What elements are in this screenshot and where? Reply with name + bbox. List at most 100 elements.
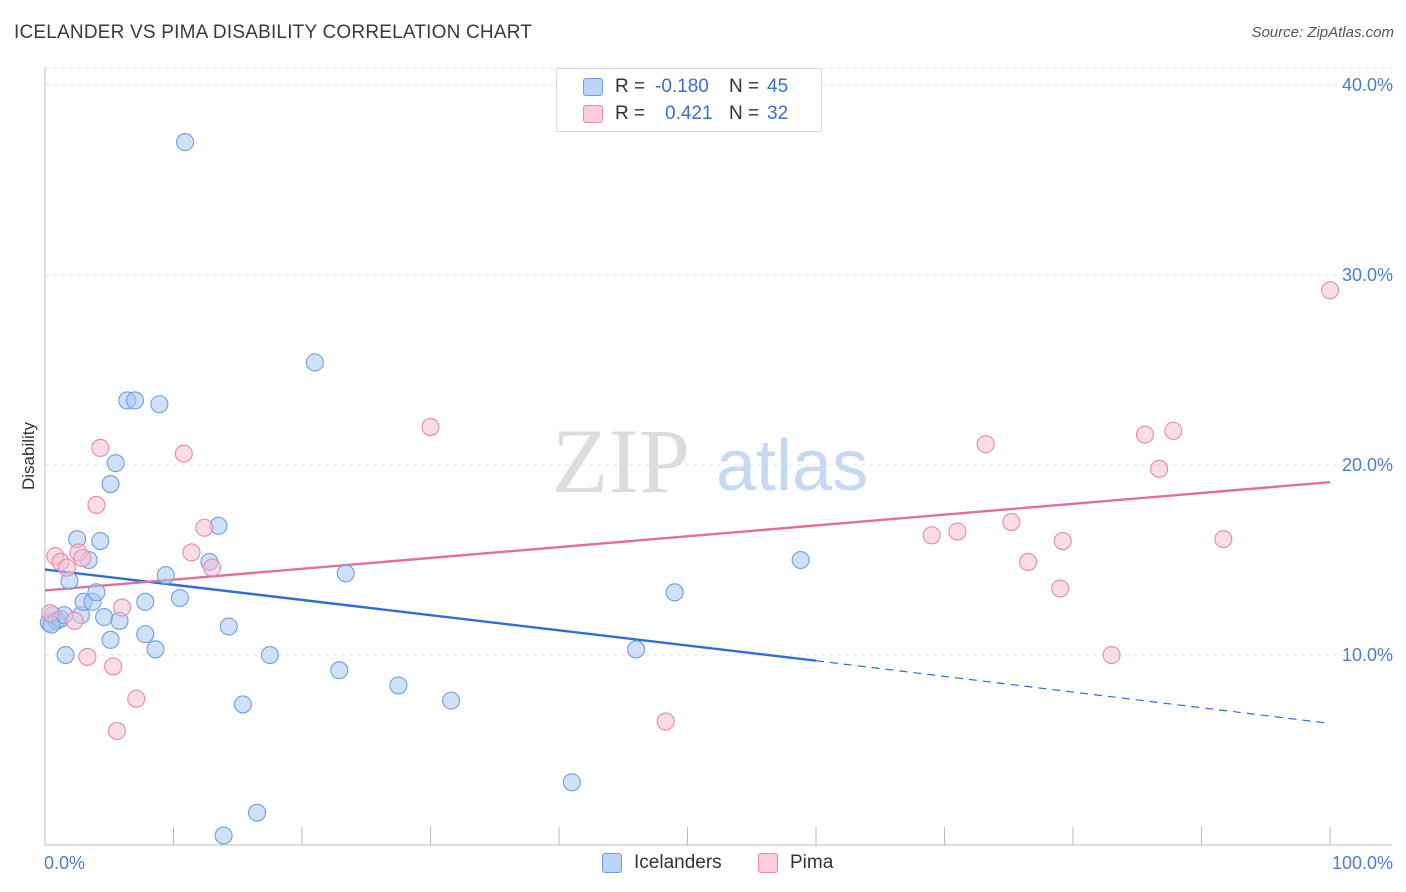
point-icelanders (56, 645, 75, 665)
watermark: ZIP atlas (552, 410, 868, 512)
point-pima (1002, 512, 1021, 532)
point-icelanders (101, 630, 120, 649)
bottom-legend-label-icelanders: Icelanders (634, 852, 722, 873)
point-pima (41, 604, 60, 623)
bottom-legend: Icelanders Pima (0, 852, 1406, 878)
legend-n-value: 45 (767, 76, 789, 97)
point-icelanders (87, 583, 106, 602)
point-icelanders (91, 531, 110, 551)
x-tick-label: 100.0% (1332, 853, 1393, 873)
data-points (39, 133, 1340, 845)
trend-line-icelanders (44, 568, 817, 662)
legend-swatch-pima (583, 105, 603, 123)
point-icelanders (233, 695, 252, 714)
watermark-atlas: atlas (716, 426, 868, 506)
legend-swatch-icelanders (583, 78, 603, 96)
point-pima (203, 558, 222, 577)
point-icelanders (791, 550, 810, 570)
point-pima (948, 522, 967, 541)
point-icelanders (305, 353, 324, 372)
legend-row-pima: R = 0.421 N = 32 (583, 102, 788, 126)
point-pima (1164, 421, 1183, 440)
bottom-legend-swatch-pima (758, 853, 778, 873)
bottom-legend-icelanders: Icelanders (602, 852, 722, 874)
point-pima (1320, 281, 1340, 300)
point-pima (182, 543, 201, 562)
y-axis-label: Disability (19, 421, 38, 490)
point-pima (1214, 530, 1233, 549)
point-icelanders (136, 625, 155, 644)
point-icelanders (106, 454, 125, 473)
point-pima (1053, 531, 1072, 551)
y-tick-label: 40.0% (1342, 75, 1393, 95)
point-pima (87, 495, 106, 514)
point-icelanders (125, 391, 144, 410)
legend: R = -0.180 N = 45 R = 0.421 N = 32 (556, 68, 822, 132)
point-icelanders (214, 826, 233, 845)
trend-line-pima (44, 480, 1331, 592)
x-tick-label: 0.0% (44, 853, 85, 873)
bottom-legend-pima: Pima (758, 852, 833, 874)
point-icelanders (136, 592, 155, 611)
legend-n-label: N = (729, 76, 760, 97)
point-pima (976, 435, 995, 454)
trend-line-extension-icelanders (815, 660, 1331, 725)
point-pima (91, 438, 110, 458)
point-pima (78, 647, 97, 666)
point-pima (1051, 579, 1070, 598)
point-icelanders (627, 640, 646, 659)
point-pima (113, 598, 132, 617)
point-pima (1135, 425, 1155, 444)
point-pima (922, 526, 941, 545)
legend-n-value: 32 (767, 103, 789, 124)
point-pima (73, 549, 92, 568)
y-tick-label: 30.0% (1342, 265, 1393, 285)
point-icelanders (219, 617, 238, 636)
point-icelanders (146, 640, 165, 659)
point-icelanders (101, 474, 120, 494)
trend-lines (44, 480, 1331, 725)
point-pima (1018, 552, 1038, 571)
point-pima (127, 689, 146, 708)
point-pima (104, 657, 123, 676)
point-pima (65, 611, 84, 630)
point-icelanders (389, 676, 408, 695)
legend-n-label: N = (729, 103, 760, 124)
point-pima (1150, 459, 1169, 478)
point-icelanders (442, 691, 461, 710)
point-icelanders (170, 588, 189, 608)
bottom-legend-label-pima: Pima (790, 852, 834, 873)
point-pima (57, 558, 76, 577)
legend-r-label: R = (615, 103, 646, 124)
point-icelanders (95, 607, 114, 627)
watermark-zip: ZIP (552, 410, 690, 512)
point-pima (421, 418, 440, 437)
point-icelanders (176, 133, 195, 152)
axes (44, 68, 1392, 846)
y-tick-label: 10.0% (1342, 645, 1393, 665)
point-icelanders (150, 395, 169, 414)
source-label: Source: ZipAtlas.com (1251, 24, 1394, 41)
gridlines (45, 67, 1392, 656)
point-pima (195, 518, 214, 537)
point-icelanders (562, 773, 581, 792)
point-pima (656, 712, 675, 731)
legend-row-icelanders: R = -0.180 N = 45 (583, 75, 788, 99)
legend-r-value: 0.421 (665, 103, 713, 124)
point-icelanders (330, 661, 349, 680)
point-icelanders (260, 645, 279, 665)
tick-labels: 10.0% 20.0% 30.0% 40.0% 0.0% 100.0% (44, 75, 1393, 873)
point-pima (174, 444, 193, 463)
point-icelanders (156, 566, 175, 585)
point-icelanders (665, 583, 684, 602)
y-tick-label: 20.0% (1342, 455, 1393, 475)
point-icelanders (336, 564, 355, 583)
chart-title: ICELANDER VS PIMA DISABILITY CORRELATION… (14, 22, 533, 43)
legend-r-label: R = (615, 76, 646, 97)
bottom-legend-swatch-icelanders (602, 853, 622, 873)
point-icelanders (247, 803, 267, 822)
legend-r-value: -0.180 (655, 76, 709, 97)
point-pima (107, 721, 127, 741)
point-pima (1102, 645, 1121, 665)
